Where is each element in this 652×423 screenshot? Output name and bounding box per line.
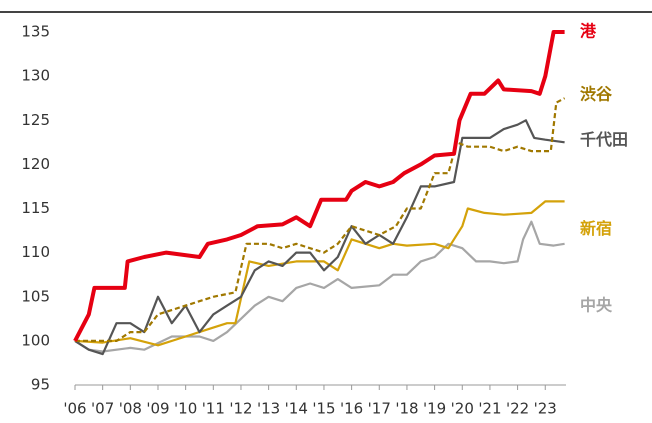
y-tick-label: 120 — [21, 155, 50, 173]
x-tick-label: '11 — [202, 400, 225, 418]
series-label: 中央 — [580, 295, 613, 314]
x-tick-label: '07 — [91, 400, 114, 418]
y-tick-label: 100 — [21, 331, 50, 349]
y-tick-label: 95 — [31, 376, 50, 394]
y-tick-label: 135 — [21, 23, 50, 41]
x-tick-label: '08 — [119, 400, 142, 418]
x-tick-label: '23 — [534, 400, 557, 418]
series-label: 港 — [580, 22, 597, 41]
y-tick-label: 130 — [21, 67, 50, 85]
series-line — [73, 30, 565, 342]
series-line — [75, 97, 566, 342]
y-tick-label: 110 — [21, 243, 50, 261]
x-tick-label: '06 — [63, 400, 86, 418]
x-tick-label: '10 — [174, 400, 197, 418]
series-line — [74, 119, 565, 356]
x-tick-label: '13 — [257, 400, 280, 418]
x-tick-label: '19 — [423, 400, 446, 418]
y-tick-label: 125 — [21, 111, 50, 129]
y-tick-label: 105 — [21, 287, 50, 305]
series-label: 渋谷 — [580, 85, 613, 104]
x-tick-label: '18 — [395, 400, 418, 418]
series-label: 新宿 — [580, 219, 612, 238]
series-line — [74, 200, 565, 347]
y-tick-label: 115 — [21, 199, 50, 217]
series-line — [74, 220, 565, 353]
x-tick-label: '20 — [451, 400, 474, 418]
series-label: 千代田 — [580, 130, 628, 149]
x-tick-label: '09 — [146, 400, 169, 418]
x-tick-label: '21 — [478, 400, 501, 418]
x-tick-label: '17 — [368, 400, 391, 418]
x-tick-label: '12 — [229, 400, 252, 418]
x-tick-label: '16 — [340, 400, 363, 418]
x-tick-label: '15 — [312, 400, 335, 418]
x-tick-label: '22 — [506, 400, 529, 418]
x-tick-label: '14 — [285, 400, 308, 418]
